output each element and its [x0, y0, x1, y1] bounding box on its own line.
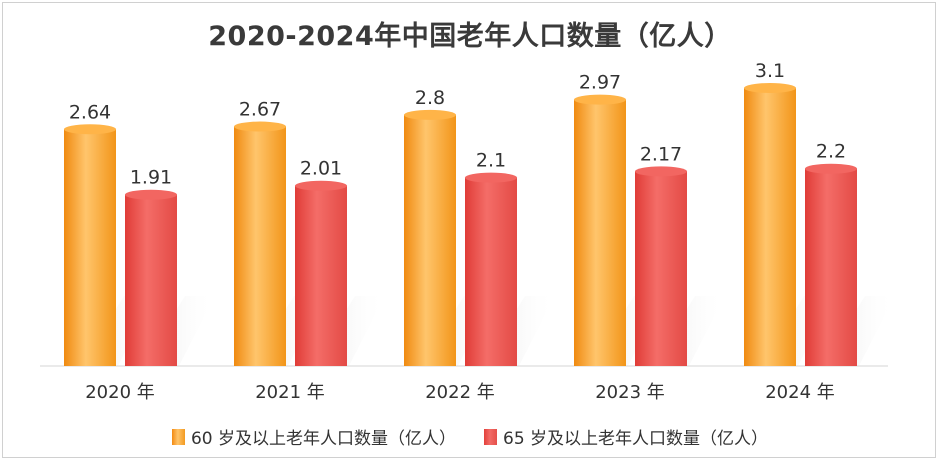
- bar-60-plus-2024[interactable]: [744, 88, 796, 366]
- bar-cap-65-plus-2024: [805, 163, 857, 174]
- bar-cap-60-plus-2021: [234, 121, 286, 132]
- bar-60-plus-2020[interactable]: [64, 129, 116, 366]
- bar-65-plus-2022[interactable]: [465, 177, 517, 366]
- chart-title: 2020-2024年中国老年人口数量（亿人）: [208, 21, 732, 52]
- legend-item-60-plus[interactable]: 60 岁及以上老年人口数量（亿人）: [171, 424, 456, 449]
- legend-swatch-orange: [171, 428, 185, 445]
- x-tick-label-2022: 2022 年: [425, 382, 495, 403]
- data-label-60-plus-2021: 2.67: [239, 99, 281, 121]
- data-label-65-plus-2020: 1.91: [130, 167, 172, 189]
- bar-65-plus-2024[interactable]: [805, 168, 857, 366]
- bar-65-plus-2023[interactable]: [635, 171, 687, 366]
- legend: 60 岁及以上老年人口数量（亿人） 65 岁及以上老年人口数量（亿人）: [0, 424, 940, 449]
- bar-60-plus-2023[interactable]: [574, 99, 626, 366]
- x-tick-label-2021: 2021 年: [255, 382, 325, 403]
- bar-cap-65-plus-2021: [295, 180, 347, 191]
- legend-label-60-plus: 60 岁及以上老年人口数量（亿人）: [190, 429, 456, 449]
- data-label-60-plus-2024: 3.1: [755, 60, 785, 82]
- data-label-60-plus-2022: 2.8: [415, 87, 445, 109]
- bar-65-plus-2021[interactable]: [295, 185, 347, 366]
- legend-swatch-red: [484, 428, 497, 445]
- data-label-65-plus-2024: 2.2: [816, 141, 846, 163]
- bar-cap-60-plus-2020: [64, 124, 116, 135]
- legend-item-65-plus[interactable]: 65 岁及以上老年人口数量（亿人）: [484, 424, 768, 449]
- data-label-60-plus-2023: 2.97: [579, 72, 621, 94]
- bar-cap-65-plus-2023: [635, 166, 687, 177]
- bar-60-plus-2022[interactable]: [404, 114, 456, 366]
- data-label-65-plus-2023: 2.17: [640, 143, 682, 165]
- bar-cap-60-plus-2024: [744, 83, 796, 93]
- data-label-65-plus-2021: 2.01: [300, 158, 342, 180]
- legend-label-65-plus: 65 岁及以上老年人口数量（亿人）: [503, 429, 769, 449]
- chart-plot-area: 2.64 1.91 2020 年 2.67 2.01 2021 年 2.8 2.1 2022 年…: [40, 60, 895, 403]
- bar-cap-60-plus-2022: [404, 109, 456, 120]
- x-tick-label-2024: 2024 年: [765, 382, 835, 403]
- data-label-60-plus-2020: 2.64: [69, 101, 111, 123]
- bar-65-plus-2020[interactable]: [125, 194, 177, 366]
- x-tick-label-2023: 2023 年: [595, 382, 665, 403]
- data-label-65-plus-2022: 2.1: [476, 150, 506, 172]
- bar-cap-65-plus-2020: [125, 189, 177, 200]
- bar-cap-60-plus-2023: [574, 94, 626, 105]
- bar-60-plus-2021[interactable]: [234, 126, 286, 367]
- x-tick-label-2020: 2020 年: [85, 382, 155, 403]
- bar-cap-65-plus-2022: [465, 172, 517, 183]
